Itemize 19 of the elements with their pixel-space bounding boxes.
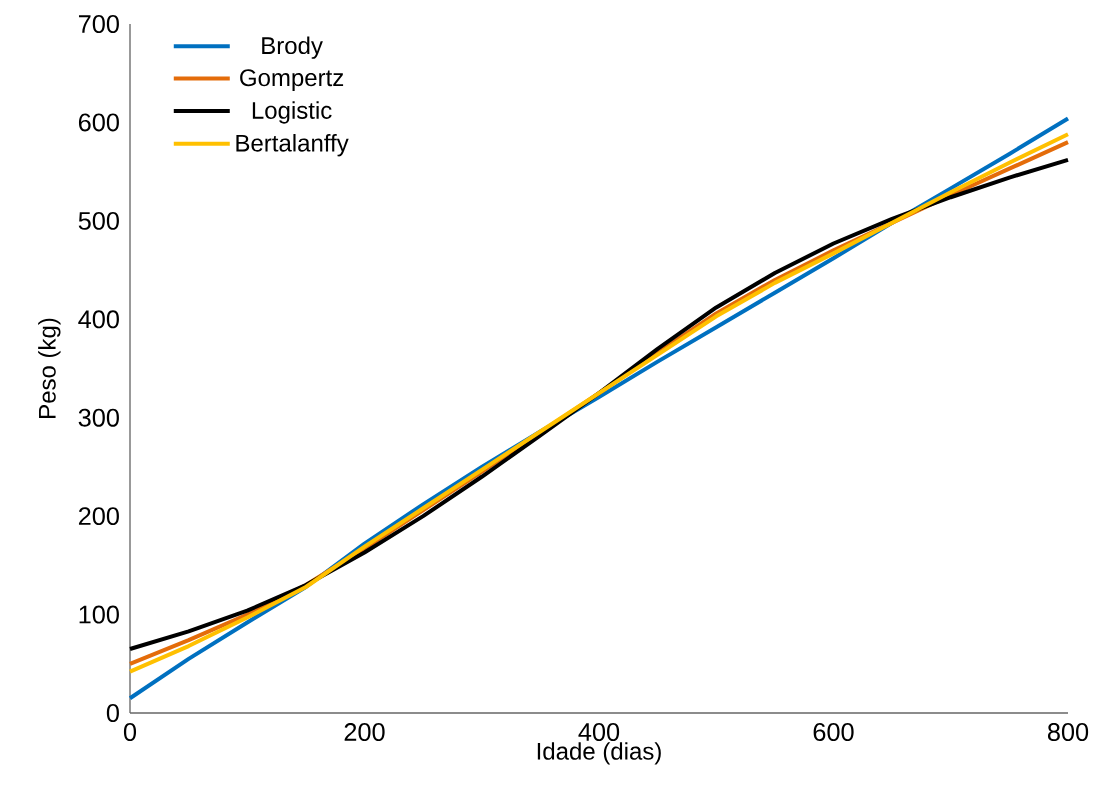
x-tick-label: 400	[578, 723, 620, 741]
x-axis-title: Idade (dias)	[537, 742, 661, 765]
y-tick-label: 600	[78, 113, 119, 132]
legend-label: Logistic	[252, 101, 332, 124]
y-tick-label: 300	[78, 408, 119, 427]
y-axis-title: Peso (kg)	[38, 318, 61, 418]
legend-label: Bertalanffy	[236, 134, 349, 157]
legend-label: Gompertz	[240, 69, 344, 91]
y-tick-label: 0	[106, 704, 119, 722]
x-tick-label: 200	[344, 723, 385, 741]
x-tick-label: 600	[813, 723, 854, 741]
x-tick-label: 800	[1047, 723, 1089, 741]
y-tick-label: 700	[78, 15, 119, 33]
x-tick-label: 0	[123, 723, 137, 741]
y-tick-label: 200	[78, 507, 119, 526]
legend-label: Brody	[262, 36, 323, 59]
y-tick-label: 400	[78, 310, 119, 329]
y-tick-label: 100	[79, 605, 119, 624]
y-tick-label: 500	[78, 211, 119, 230]
